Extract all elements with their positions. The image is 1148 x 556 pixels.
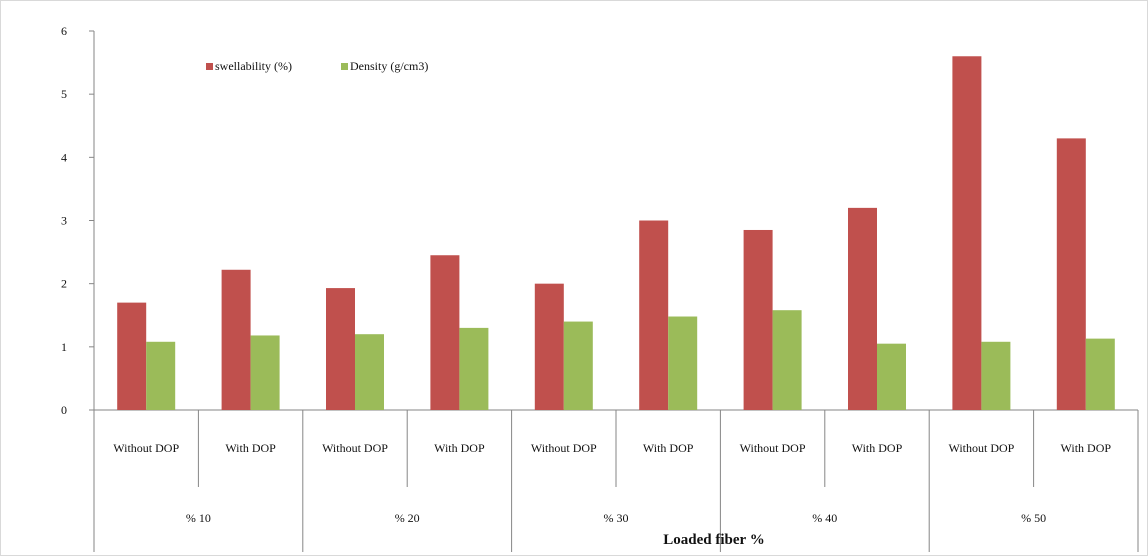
legend-swatch: [206, 63, 213, 70]
y-tick-label: 5: [61, 87, 67, 101]
x-axis-label: Loaded fiber %: [663, 532, 764, 548]
y-tick-label: 1: [61, 340, 67, 354]
x-tick-label: With DOP: [434, 441, 485, 455]
bar-swellability: [848, 207, 877, 410]
legend: swellability (%) Density (g/cm3): [206, 59, 428, 73]
y-tick-label: 6: [61, 24, 67, 38]
group-label: % 50: [1021, 511, 1046, 525]
bar-swellability: [1056, 138, 1086, 410]
y-tick-label: 2: [61, 277, 67, 291]
y-tick-label: 4: [61, 150, 67, 164]
bar-swellability: [117, 302, 147, 410]
bar-density: [1085, 338, 1115, 410]
bar-density: [250, 335, 280, 410]
x-tick-label: Without DOP: [113, 441, 179, 455]
bar-swellability: [952, 56, 982, 411]
x-tick-label: With DOP: [852, 441, 903, 455]
y-tick-label: 0: [61, 403, 67, 417]
group-label: % 40: [812, 511, 837, 525]
bar-density: [355, 334, 384, 410]
bar-swellability: [639, 220, 669, 410]
x-tick-label: Without DOP: [948, 441, 1014, 455]
y-tick-label: 3: [61, 214, 67, 228]
bar-density: [146, 341, 176, 410]
x-tick-label: Without DOP: [740, 441, 806, 455]
bar-density: [563, 321, 593, 410]
x-tick-label: With DOP: [1061, 441, 1112, 455]
bar-density: [668, 316, 698, 410]
legend-label: Density (g/cm3): [350, 59, 428, 73]
group-label: % 10: [186, 511, 211, 525]
bar-density: [981, 341, 1011, 410]
bar-density: [877, 343, 906, 410]
x-tick-label: Without DOP: [531, 441, 597, 455]
group-label: % 30: [604, 511, 629, 525]
bar-swellability: [743, 229, 773, 410]
legend-label: swellability (%): [215, 59, 292, 73]
bar-swellability: [534, 283, 564, 410]
x-tick-label: With DOP: [225, 441, 276, 455]
x-tick-label: With DOP: [643, 441, 694, 455]
bar-swellability: [326, 288, 355, 410]
bar-swellability: [221, 269, 251, 410]
bars: [117, 56, 1115, 411]
bar-density: [772, 310, 802, 410]
group-label: % 20: [395, 511, 420, 525]
legend-swatch: [341, 63, 348, 70]
x-tick-label: Without DOP: [322, 441, 388, 455]
bar-swellability: [430, 255, 460, 410]
bar-density: [459, 327, 489, 410]
